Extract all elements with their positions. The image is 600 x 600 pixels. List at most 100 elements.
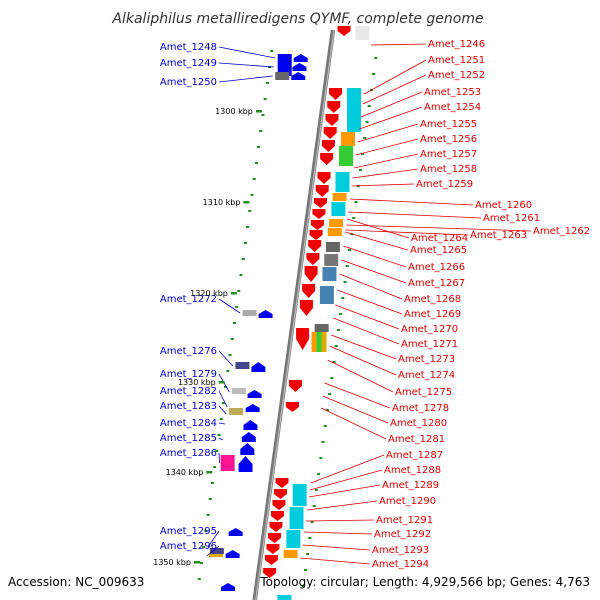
forward-label-line	[218, 298, 241, 314]
forward-gene-arrow	[243, 420, 258, 430]
reverse-gene-arrow	[323, 127, 337, 139]
tick-dot-inner	[197, 578, 201, 580]
tick-dot-outer	[347, 249, 351, 251]
gene-feature-box	[355, 26, 370, 40]
forward-label-line	[206, 545, 220, 557]
reverse-gene-label: Amet_1268	[404, 294, 461, 305]
forward-gene-arrow	[241, 432, 256, 442]
gene-feature-box	[335, 172, 350, 192]
gene-feature-box	[311, 332, 317, 352]
tick-dot-inner	[230, 338, 234, 340]
reverse-gene-arrow	[273, 489, 287, 499]
tick-dot-outer	[365, 121, 369, 123]
reverse-label-line	[349, 198, 474, 206]
forward-gene-arrow	[247, 390, 262, 398]
genome-backbone-highlight	[255, 29, 335, 600]
gene-feature-box	[289, 507, 304, 529]
reverse-gene-arrow	[317, 172, 331, 184]
gene-feature-box	[286, 530, 301, 548]
reverse-label-line	[346, 224, 532, 232]
tick-dot-inner	[237, 290, 241, 292]
tick-dot-inner	[204, 530, 208, 532]
tick-dot-inner	[202, 546, 206, 548]
reverse-gene-arrow	[306, 253, 320, 265]
gene-feature-box	[316, 332, 322, 352]
forward-gene-arrow	[292, 63, 307, 71]
forward-gene-arrow	[225, 550, 240, 558]
tick-dot-inner	[261, 114, 265, 116]
reverse-gene-label: Amet_1253	[424, 87, 481, 98]
tick-dot-outer	[341, 297, 345, 299]
scale-tick-label: 1310 kbp	[203, 198, 241, 207]
tick-dot-inner	[252, 178, 256, 180]
tick-dot-inner	[228, 354, 232, 356]
gene-feature-box	[292, 484, 307, 506]
forward-gene-box	[209, 548, 224, 554]
tick-dot-outer	[334, 345, 338, 347]
reverse-label-line	[322, 395, 389, 424]
tick-dot-outer	[358, 169, 362, 171]
tick-dot-inner	[206, 514, 210, 516]
scale-tick-label: 1330 kbp	[178, 378, 216, 387]
reverse-gene-label: Amet_1263	[470, 230, 527, 241]
reverse-gene-label: Amet_1252	[428, 70, 485, 81]
tick-dot-inner	[243, 242, 247, 244]
tick-dot-inner	[232, 322, 236, 324]
tick-dot-outer	[372, 73, 376, 75]
genome-backbone	[252, 29, 336, 600]
gene-feature-box	[314, 324, 329, 332]
reverse-gene-label: Amet_1262	[533, 226, 590, 237]
label-lines-group	[206, 43, 532, 565]
forward-gene-label: Amet_1272	[160, 294, 217, 305]
tick-dot-outer	[314, 489, 318, 491]
reverse-gene-arrow	[325, 114, 339, 126]
tick-dot-outer	[361, 153, 365, 155]
reverse-gene-arrow	[309, 230, 323, 240]
forward-gene-arrow	[228, 528, 243, 536]
reverse-gene-label: Amet_1259	[416, 179, 473, 190]
forward-gene-arrow	[251, 362, 266, 372]
labels-group: Amet_1248 Amet_1249 Amet_1250 Amet_1272 Amet…	[160, 39, 590, 570]
forward-label-line	[207, 530, 220, 548]
reverse-gene-arrow	[321, 140, 335, 152]
reverse-label-line	[339, 273, 403, 300]
forward-gene-label: Amet_1282	[160, 386, 217, 397]
reverse-gene-arrow	[327, 101, 341, 113]
gene-feature-box	[324, 254, 339, 266]
scale-tick-label: 1340 kbp	[166, 468, 204, 477]
forward-gene-arrow	[291, 72, 306, 80]
reverse-gene-label: Amet_1278	[392, 403, 449, 414]
tick-dot-outer	[354, 201, 358, 203]
tick-dot-inner	[226, 370, 230, 372]
forward-label-line	[218, 46, 276, 59]
reverse-gene-label: Amet_1269	[404, 309, 461, 320]
tick-dot-inner	[254, 162, 258, 164]
scale-ticks-group: 1300 kbp 1310 kbp 1320 kbp 1330 kbp 1340 kbp…	[153, 107, 262, 567]
gene-feature-box	[331, 202, 346, 216]
reverse-label-line	[357, 123, 419, 143]
forward-gene-box	[235, 362, 250, 369]
tick-dot-inner	[224, 386, 228, 388]
forward-gene-arrow	[238, 456, 253, 472]
forward-gene-label: Amet_1284	[160, 418, 217, 429]
tick-dot-outer	[306, 553, 310, 555]
reverse-gene-label: Amet_1280	[390, 418, 447, 429]
tick-dot-outer	[303, 569, 307, 571]
forward-gene-box	[229, 408, 244, 415]
reverse-label-line	[345, 231, 409, 251]
scale-tick-mark	[243, 201, 250, 204]
scale-tick-label: 1350 kbp	[153, 558, 191, 567]
tick-dot-outer	[312, 505, 316, 507]
reverse-label-line	[351, 183, 415, 187]
forward-gene-box	[277, 54, 292, 76]
reverse-gene-label: Amet_1288	[384, 465, 441, 476]
tick-dot-inner	[210, 482, 214, 484]
gene-feature-box	[340, 132, 355, 146]
reverse-gene-label: Amet_1251	[428, 55, 485, 66]
tick-dot-inner	[270, 50, 274, 52]
tick-dot-outer	[325, 409, 329, 411]
tick-dot-inner	[259, 130, 263, 132]
reverse-gene-label: Amet_1273	[398, 354, 455, 365]
tick-dot-outer	[345, 265, 349, 267]
reverse-label-line	[304, 531, 373, 535]
